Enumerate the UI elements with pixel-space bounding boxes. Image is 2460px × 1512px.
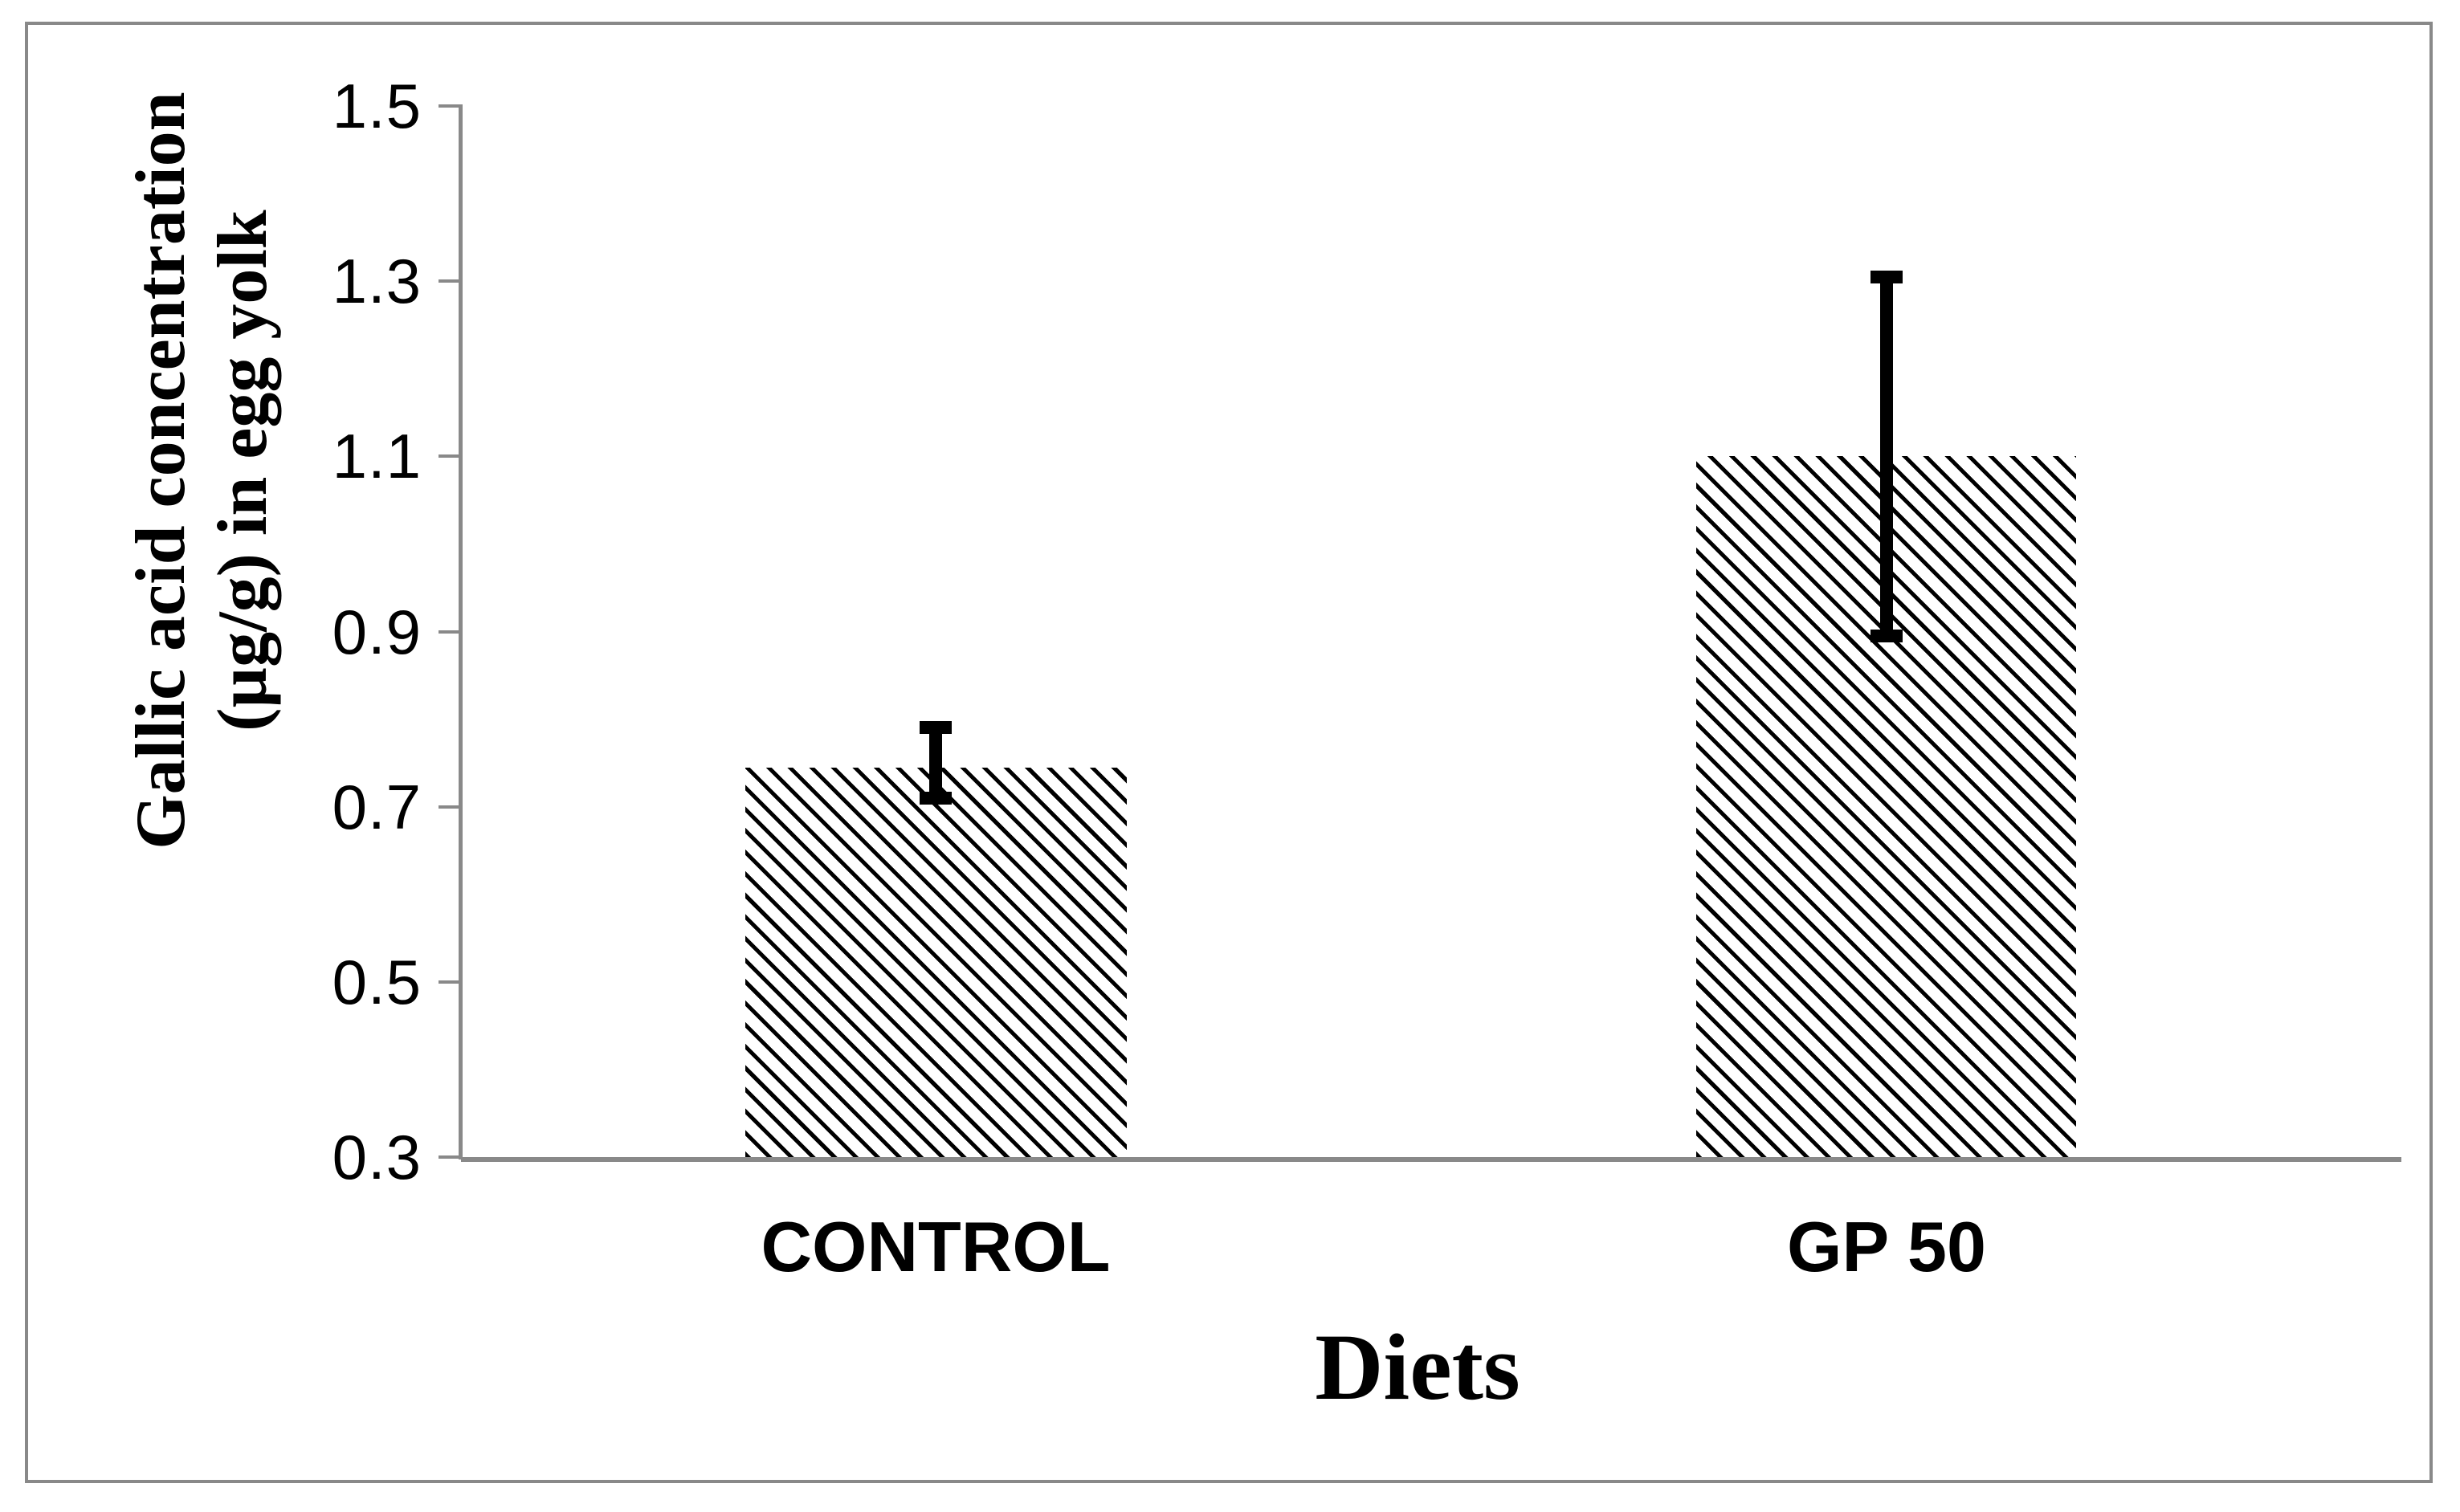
y-tick-label: 0.3 [332,1122,422,1192]
y-tick: 0.5 [0,950,461,1014]
y-tick-mark [439,454,461,458]
y-axis-title-line1: Gallic acid concentration [121,92,200,850]
bar-gp50 [1696,456,2076,1157]
y-tick-label: 1.3 [332,246,422,317]
bar-control [745,767,1127,1157]
y-tick-mark [439,980,461,984]
error-bar-control [920,721,952,805]
error-bar-cap-bottom [1870,629,1903,642]
y-tick-mark [439,279,461,283]
y-tick: 1.3 [0,249,461,313]
y-tick-label: 1.5 [332,71,422,141]
error-bar-cap-top [1870,270,1903,283]
y-tick: 0.7 [0,775,461,839]
x-category-label-gp50: GP 50 [1787,1207,1986,1286]
x-axis-line [461,1157,2401,1162]
y-tick: 1.1 [0,424,461,488]
y-axis-title-line2: (µg/g) in egg yolk [204,210,282,732]
y-tick: 1.5 [0,74,461,138]
x-axis-title: Diets [1315,1314,1520,1420]
y-tick: 0.3 [0,1125,461,1189]
error-bar-gp50 [1870,270,1903,643]
error-bar-cap-top [920,721,952,735]
y-tick-mark [439,630,461,634]
y-tick: 0.9 [0,600,461,664]
error-bar-cap-bottom [920,791,952,805]
y-tick-mark [439,104,461,108]
figure-border [25,22,2433,1483]
y-tick-label: 1.1 [332,421,422,492]
y-tick-label: 0.9 [332,596,422,667]
x-category-label-control: CONTROL [761,1207,1111,1286]
y-tick-label: 0.7 [332,771,422,842]
y-tick-mark [439,805,461,809]
y-tick-label: 0.5 [332,946,422,1017]
y-axis-title: Gallic acid concentration (µg/g) in egg … [120,0,284,1033]
y-tick-mark [439,1155,461,1159]
